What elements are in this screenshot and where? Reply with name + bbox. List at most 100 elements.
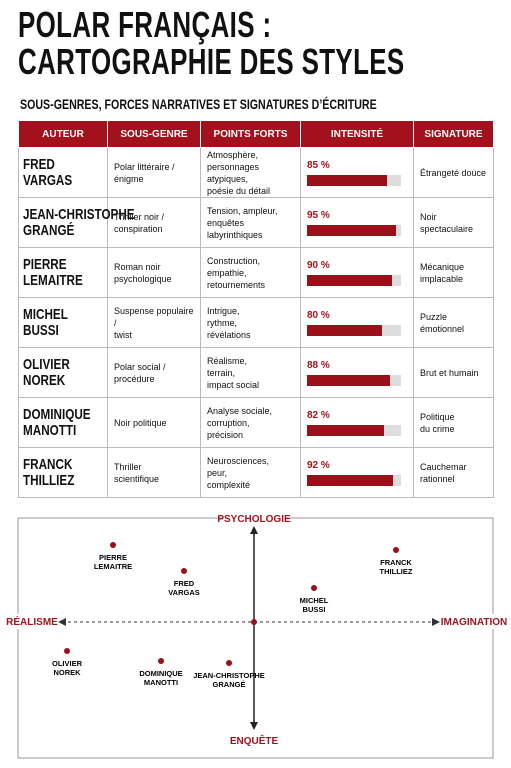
arrow	[250, 526, 258, 534]
map-label: NOREK	[53, 668, 81, 677]
intensity-cell: 90 %	[300, 247, 414, 298]
text-line: MICHEL	[23, 305, 68, 323]
intensity-cell: 95 %	[300, 197, 414, 248]
map-dot	[110, 542, 116, 548]
text-line: Analyse sociale,	[207, 405, 273, 416]
strengths-cell: Intrigue, rythme, révélations	[200, 297, 301, 348]
intensity-track	[307, 224, 401, 236]
text-line: Polar littéraire /	[114, 161, 175, 172]
styles-table: AUTEUR SOUS-GENRE POINTS FORTS INTENSITÉ SIG…	[18, 120, 494, 498]
map-label: JEAN-CHRISTOPHE	[193, 671, 265, 680]
intensity-bar	[307, 274, 392, 286]
title-line: POLAR FRANÇAIS :	[18, 4, 272, 45]
label-bg	[228, 733, 280, 747]
strengths-cell: Atmosphère, personnages atypiques, poésie …	[200, 147, 301, 198]
text-line: précision	[207, 429, 244, 440]
map-dot	[158, 658, 164, 664]
column-header: POINTS FORTS	[200, 120, 301, 148]
map-label: FRANCK	[380, 558, 412, 567]
strengths-cell: Analyse sociale, corruption, précision	[200, 397, 301, 448]
map-label: DOMINIQUE	[139, 669, 182, 678]
author-cell: FRANCK THILLIEZ	[18, 447, 108, 498]
axis-label-left: RÉALISME	[6, 615, 58, 628]
intensity-cell: 80 %	[300, 297, 414, 348]
axis-label-bottom: ENQUÊTE	[230, 734, 279, 747]
intensity-track	[307, 374, 401, 386]
author-cell: JEAN-CHRISTOPHE GRANGÉ	[18, 197, 135, 248]
text-line: Construction,	[207, 255, 261, 266]
strengths-cell: Neurosciences, peur, complexité	[200, 447, 301, 498]
intensity-cell: 82 %	[300, 397, 414, 448]
intensity-label: 80 %	[307, 309, 330, 321]
text-line: Noir spectaculaire	[420, 211, 474, 234]
intensity-track	[307, 424, 401, 436]
table-body: FRED VARGAS Polar littéraire / énigme Atmosp…	[18, 147, 494, 498]
text-line: poésie du détail	[207, 185, 271, 196]
text-line: personnages atypiques,	[207, 161, 260, 184]
intensity-cell: 85 %	[300, 147, 414, 198]
center	[251, 619, 257, 625]
map-dot	[393, 547, 399, 553]
title-line: CARTOGRAPHIE DES STYLES	[18, 41, 405, 82]
text-line: LEMAITRE	[23, 271, 83, 289]
text-line: FRED	[23, 155, 55, 173]
text-line: rationnel	[420, 473, 455, 484]
text-line: peur,	[207, 467, 228, 478]
intensity-bar	[307, 374, 390, 386]
text-line: scientifique	[114, 473, 160, 484]
table-row: FRANCK THILLIEZ Thriller scientifique Neuros…	[18, 447, 494, 498]
map-label: THILLIEZ	[380, 567, 413, 576]
column-header: SOUS-GENRE	[107, 120, 201, 148]
text-line: PIERRE	[23, 255, 67, 273]
intensity-label: 82 %	[307, 409, 330, 421]
text-line: psychologique	[114, 273, 172, 284]
label-bg	[8, 614, 56, 629]
subgenre-cell: Polar littéraire / énigme	[107, 147, 201, 198]
table-row: PIERRE LEMAITRE Roman noir psychologique Con…	[18, 247, 494, 298]
table-row: OLIVIER NOREK Polar social / procédure Réali…	[18, 347, 494, 398]
intensity-track	[307, 324, 401, 336]
table-row: FRED VARGAS Polar littéraire / énigme Atmosp…	[18, 147, 494, 198]
author-cell: DOMINIQUE MANOTTI	[18, 397, 108, 448]
text-line: complexité	[207, 479, 251, 490]
axis-label-top: PSYCHOLOGIE	[217, 514, 291, 525]
text-line: MANOTTI	[23, 421, 77, 439]
subgenre-cell: Roman noir psychologique	[107, 247, 201, 298]
label-bg	[443, 614, 503, 629]
signature-cell: Puzzle émotionnel	[413, 297, 494, 348]
text-line: énigme	[114, 173, 144, 184]
intensity-track	[307, 274, 401, 286]
author-cell: OLIVIER NOREK	[18, 347, 108, 398]
table-row: JEAN-CHRISTOPHE GRANGÉ Thriller noir / cons…	[18, 197, 494, 248]
axis-label-right: IMAGINATION	[441, 617, 507, 628]
intensity-bar	[307, 224, 397, 236]
strengths-cell: Tension, ampleur, enquêtes labyrinthiques	[200, 197, 301, 248]
text-line: Noir politique	[114, 417, 167, 428]
text-line: Polar social /	[114, 361, 166, 372]
text-line: Étrangeté douce	[420, 167, 487, 178]
arrow	[58, 618, 66, 626]
map-label: OLIVIER	[52, 659, 83, 668]
text-line: Cauchemar	[420, 461, 467, 472]
map-dot	[226, 660, 232, 666]
signature-cell: Brut et humain	[413, 347, 494, 398]
text-line: retournements	[207, 279, 266, 290]
text-line: Politique	[420, 411, 455, 422]
intensity-cell: 92 %	[300, 447, 414, 498]
intensity-label: 95 %	[307, 209, 330, 221]
map-label: MICHEL	[300, 596, 329, 605]
text-line: terrain,	[207, 367, 236, 378]
intensity-label: 90 %	[307, 259, 330, 271]
text-line: Réalisme,	[207, 355, 248, 366]
text-line: conspiration	[114, 223, 163, 234]
map-dot	[181, 568, 187, 574]
text-line: implacable	[420, 273, 464, 284]
text-line: révélations	[207, 329, 251, 340]
intensity-bar	[307, 174, 387, 186]
subgenre-cell: Polar social / procédure	[107, 347, 201, 398]
subgenre-cell: Suspense populaire / twist	[107, 297, 201, 348]
text-line: procédure	[114, 373, 155, 384]
text-line: NOREK	[23, 371, 66, 389]
text-line: Intrigue,	[207, 305, 240, 316]
